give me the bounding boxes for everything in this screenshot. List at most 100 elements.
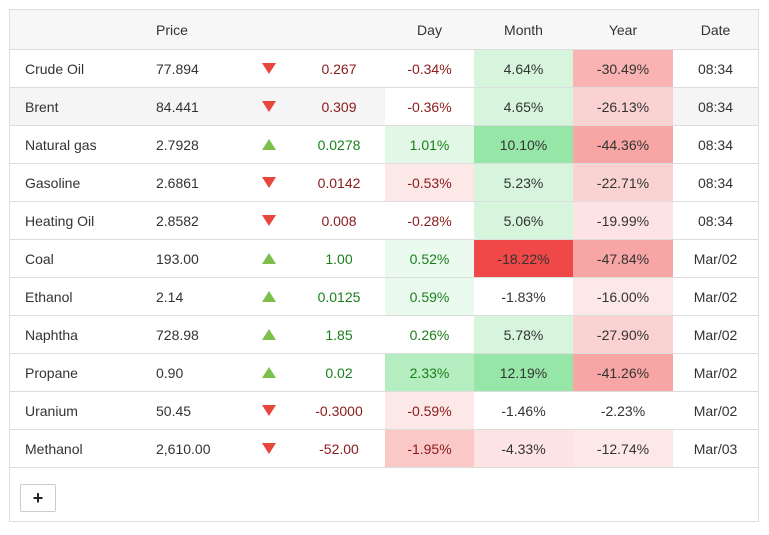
commodity-name[interactable]: Methanol — [10, 429, 150, 468]
commodity-name[interactable]: Naphtha — [10, 315, 150, 354]
month-percent: 5.23% — [474, 163, 573, 202]
trend-cell — [245, 315, 293, 354]
header-year[interactable]: Year — [573, 10, 673, 50]
month-percent: 4.64% — [474, 49, 573, 88]
commodity-name[interactable]: Uranium — [10, 391, 150, 430]
add-row-button[interactable]: + — [20, 484, 56, 512]
month-percent: -18.22% — [474, 239, 573, 278]
commodity-change: -0.3000 — [293, 391, 385, 430]
table-row[interactable]: Gasoline 2.6861 0.0142 -0.53% 5.23% -22.71% 08… — [10, 163, 758, 202]
table-row[interactable]: Methanol 2,610.00 -52.00 -1.95% -4.33% -12.74… — [10, 429, 758, 468]
trend-cell — [245, 277, 293, 316]
commodity-name[interactable]: Ethanol — [10, 277, 150, 316]
table-row[interactable]: Crude Oil 77.894 0.267 -0.34% 4.64% -30.49% 08… — [10, 49, 758, 88]
month-percent: -1.46% — [474, 391, 573, 430]
commodity-name[interactable]: Gasoline — [10, 163, 150, 202]
header-date[interactable]: Date — [673, 10, 758, 50]
update-date: 08:34 — [673, 49, 758, 88]
update-date: 08:34 — [673, 163, 758, 202]
month-percent: 5.06% — [474, 201, 573, 240]
day-percent: 0.26% — [385, 315, 474, 354]
commodity-change: 0.309 — [293, 87, 385, 126]
day-percent: -0.34% — [385, 49, 474, 88]
update-date: Mar/02 — [673, 391, 758, 430]
table-row[interactable]: Heating Oil 2.8582 0.008 -0.28% 5.06% -19.99%… — [10, 201, 758, 240]
commodity-change: 0.0125 — [293, 277, 385, 316]
day-percent: -1.95% — [385, 429, 474, 468]
day-percent: -0.28% — [385, 201, 474, 240]
trend-cell — [245, 391, 293, 430]
update-date: Mar/02 — [673, 277, 758, 316]
month-percent: 10.10% — [474, 125, 573, 164]
arrow-up-icon — [262, 366, 276, 378]
commodity-price: 77.894 — [150, 49, 245, 88]
update-date: Mar/03 — [673, 429, 758, 468]
day-percent: 0.52% — [385, 239, 474, 278]
year-percent: -12.74% — [573, 429, 673, 468]
trend-cell — [245, 201, 293, 240]
arrow-down-icon — [262, 100, 276, 112]
arrow-up-icon — [262, 138, 276, 150]
trend-cell — [245, 49, 293, 88]
commodity-price: 2,610.00 — [150, 429, 245, 468]
table-row[interactable]: Brent 84.441 0.309 -0.36% 4.65% -26.13% 08:34 — [10, 87, 758, 126]
table-row[interactable]: Natural gas 2.7928 0.0278 1.01% 10.10% -44.36… — [10, 125, 758, 164]
table-row[interactable]: Naphtha 728.98 1.85 0.26% 5.78% -27.90% Mar/02 — [10, 315, 758, 354]
year-percent: -44.36% — [573, 125, 673, 164]
commodity-change: -52.00 — [293, 429, 385, 468]
commodities-table-panel: Price Day Month Year Date Crude Oil 77.89… — [9, 9, 759, 522]
arrow-down-icon — [262, 404, 276, 416]
commodity-name[interactable]: Propane — [10, 353, 150, 392]
commodity-change: 1.00 — [293, 239, 385, 278]
day-percent: -0.59% — [385, 391, 474, 430]
day-percent: -0.53% — [385, 163, 474, 202]
update-date: 08:34 — [673, 87, 758, 126]
table-header-row: Price Day Month Year Date — [10, 10, 758, 50]
header-price[interactable]: Price — [150, 10, 245, 50]
month-percent: -1.83% — [474, 277, 573, 316]
commodity-name[interactable]: Coal — [10, 239, 150, 278]
year-percent: -41.26% — [573, 353, 673, 392]
trend-cell — [245, 239, 293, 278]
header-arrow — [245, 10, 293, 50]
arrow-up-icon — [262, 328, 276, 340]
header-name — [10, 10, 150, 50]
day-percent: -0.36% — [385, 87, 474, 126]
commodity-name[interactable]: Crude Oil — [10, 49, 150, 88]
month-percent: -4.33% — [474, 429, 573, 468]
commodity-price: 193.00 — [150, 239, 245, 278]
commodity-price: 2.14 — [150, 277, 245, 316]
trend-cell — [245, 163, 293, 202]
trend-cell — [245, 429, 293, 468]
arrow-up-icon — [262, 252, 276, 264]
commodity-name[interactable]: Heating Oil — [10, 201, 150, 240]
year-percent: -47.84% — [573, 239, 673, 278]
day-percent: 0.59% — [385, 277, 474, 316]
commodity-price: 0.90 — [150, 353, 245, 392]
update-date: 08:34 — [673, 125, 758, 164]
commodity-price: 2.7928 — [150, 125, 245, 164]
table-row[interactable]: Ethanol 2.14 0.0125 0.59% -1.83% -16.00% Mar/0… — [10, 277, 758, 316]
arrow-down-icon — [262, 176, 276, 188]
arrow-up-icon — [262, 290, 276, 302]
commodity-price: 50.45 — [150, 391, 245, 430]
commodity-change: 1.85 — [293, 315, 385, 354]
year-percent: -26.13% — [573, 87, 673, 126]
commodity-name[interactable]: Natural gas — [10, 125, 150, 164]
table-row[interactable]: Propane 0.90 0.02 2.33% 12.19% -41.26% Mar/02 — [10, 353, 758, 392]
header-change — [293, 10, 385, 50]
commodity-change: 0.02 — [293, 353, 385, 392]
year-percent: -30.49% — [573, 49, 673, 88]
table-row[interactable]: Uranium 50.45 -0.3000 -0.59% -1.46% -2.23% Mar… — [10, 391, 758, 430]
commodity-name[interactable]: Brent — [10, 87, 150, 126]
header-month[interactable]: Month — [474, 10, 573, 50]
month-percent: 5.78% — [474, 315, 573, 354]
plus-icon: + — [32, 487, 44, 508]
table-row[interactable]: Coal 193.00 1.00 0.52% -18.22% -47.84% Mar/02 — [10, 239, 758, 278]
trend-cell — [245, 353, 293, 392]
header-day[interactable]: Day — [385, 10, 474, 50]
commodity-change: 0.267 — [293, 49, 385, 88]
trend-cell — [245, 87, 293, 126]
update-date: 08:34 — [673, 201, 758, 240]
commodity-change: 0.0142 — [293, 163, 385, 202]
